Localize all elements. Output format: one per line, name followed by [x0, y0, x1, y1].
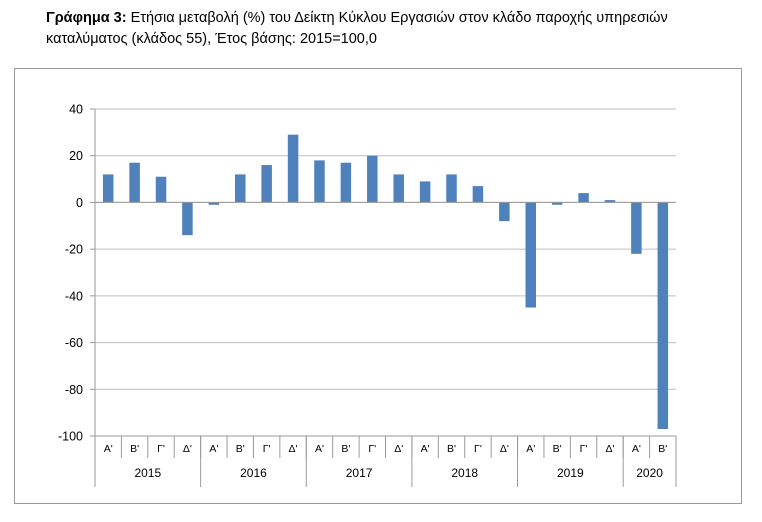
bar	[631, 202, 642, 254]
y-tick-label: 20	[69, 149, 83, 163]
x-tick-label: Β'	[130, 443, 139, 455]
x-tick-label: Γ'	[368, 443, 376, 455]
x-tick-label: Α'	[104, 443, 113, 455]
y-tick-label: 0	[76, 196, 83, 210]
y-tick-label: -20	[65, 243, 83, 257]
bar	[499, 202, 510, 222]
x-tick-label: Δ'	[289, 443, 298, 455]
x-tick-label: Α'	[632, 443, 641, 455]
year-label: 2015	[134, 466, 161, 480]
x-tick-label: Β'	[236, 443, 245, 455]
category-axis: Α' Β' Γ' Δ' Α' Β' Γ' Δ' Α' Β' Γ' Δ' Α' Β' Γ' Δ' Α' Β' Γ' Δ'…	[94, 436, 667, 487]
bar	[551, 202, 563, 205]
bar	[235, 174, 246, 203]
x-tick-label: Α'	[209, 443, 218, 455]
y-tick-label: -80	[65, 383, 83, 397]
year-label: 2018	[451, 466, 478, 480]
bar	[657, 202, 669, 429]
chart-frame	[14, 68, 742, 504]
y-tick-label: -40	[65, 289, 83, 303]
bar	[314, 160, 325, 203]
x-tick-label: Α'	[526, 443, 535, 455]
x-tick-label: Γ'	[474, 443, 482, 455]
bar	[472, 186, 484, 203]
bar	[129, 162, 140, 203]
x-tick-label: Β'	[553, 443, 562, 455]
bar	[578, 193, 589, 203]
year-label: 2019	[557, 466, 584, 480]
x-tick-label: Α'	[421, 443, 430, 455]
x-tick-label: Β'	[341, 443, 350, 455]
year-label: 2017	[346, 466, 373, 480]
bar	[287, 134, 299, 203]
x-tick-label: Α'	[315, 443, 324, 455]
bar	[155, 176, 167, 203]
caption-lead: Γράφημα 3:	[46, 10, 127, 26]
x-tick-label: Γ'	[580, 443, 588, 455]
bar	[182, 202, 193, 236]
year-label: 2020	[636, 466, 663, 480]
x-tick-label: Γ'	[263, 443, 271, 455]
bars	[102, 134, 669, 429]
x-tick-label: Β'	[658, 443, 667, 455]
bar	[446, 174, 457, 203]
bar	[261, 165, 272, 203]
gridlines	[95, 108, 676, 437]
bar	[419, 181, 431, 203]
bar	[367, 155, 378, 203]
chart-caption: Γράφημα 3: Ετήσια μεταβολή (%) του Δείκτ…	[46, 8, 746, 50]
axes	[90, 108, 677, 487]
x-tick-label: Δ'	[183, 443, 192, 455]
x-tick-label: Δ'	[394, 443, 403, 455]
bar	[208, 202, 220, 205]
y-tick-label: -60	[65, 336, 83, 350]
bar	[340, 162, 352, 203]
year-label: 2016	[240, 466, 267, 480]
y-tick-label: 40	[69, 103, 83, 117]
bar	[393, 174, 404, 203]
x-tick-label: Γ'	[157, 443, 165, 455]
y-tick-label: -100	[58, 430, 83, 444]
bar	[102, 174, 114, 203]
x-tick-label: Β'	[447, 443, 456, 455]
caption-text: Ετήσια μεταβολή (%) του Δείκτη Κύκλου Ερ…	[46, 10, 668, 47]
y-tick-labels: 40 20 0 -20 -40 -60 -80 -100	[58, 103, 83, 444]
bar	[604, 200, 616, 203]
x-tick-label: Δ'	[605, 443, 614, 455]
x-tick-label: Δ'	[500, 443, 509, 455]
bar	[525, 202, 536, 308]
